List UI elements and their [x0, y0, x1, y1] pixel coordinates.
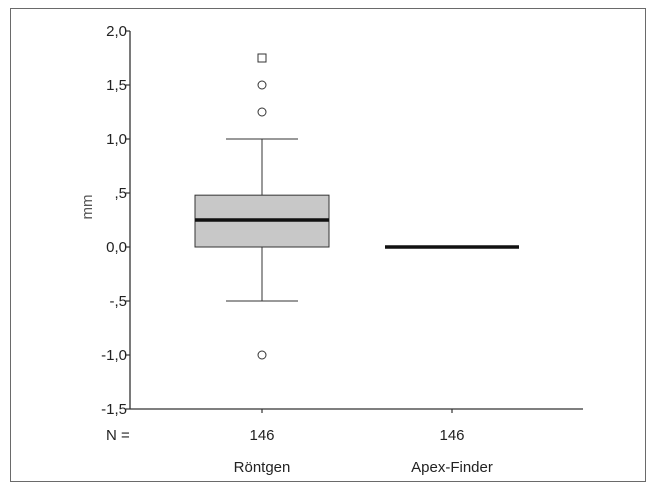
y-tick-label: 0,0 — [106, 239, 127, 256]
category-n-label: 146 — [439, 427, 464, 444]
category-label: Röntgen — [234, 459, 291, 476]
axes — [129, 31, 583, 410]
y-tick-label: -1,5 — [101, 401, 127, 418]
y-tick-label: 2,0 — [106, 23, 127, 40]
y-tick-label: ,5 — [114, 185, 127, 202]
chart-frame — [10, 8, 646, 482]
boxes — [194, 53, 519, 360]
n-label: N = — [106, 427, 130, 444]
outlier-point — [257, 80, 267, 90]
y-tick-label: -,5 — [109, 293, 127, 310]
y-tick-label: 1,0 — [106, 131, 127, 148]
outlier-point — [257, 107, 267, 117]
box-group — [194, 53, 330, 360]
category-n-label: 146 — [249, 427, 274, 444]
y-axis-label: mm — [79, 195, 96, 220]
y-ticks: 2,0 1,5 1,0 ,5 0,0 -,5 -1,0 -1,5 — [101, 23, 130, 418]
outlier-point — [257, 350, 267, 360]
y-tick-label: -1,0 — [101, 347, 127, 364]
y-tick-label: 1,5 — [106, 77, 127, 94]
category-label: Apex-Finder — [411, 459, 493, 476]
x-labels: 146 Röntgen 146 Apex-Finder — [234, 409, 493, 476]
extreme-point — [257, 53, 267, 63]
